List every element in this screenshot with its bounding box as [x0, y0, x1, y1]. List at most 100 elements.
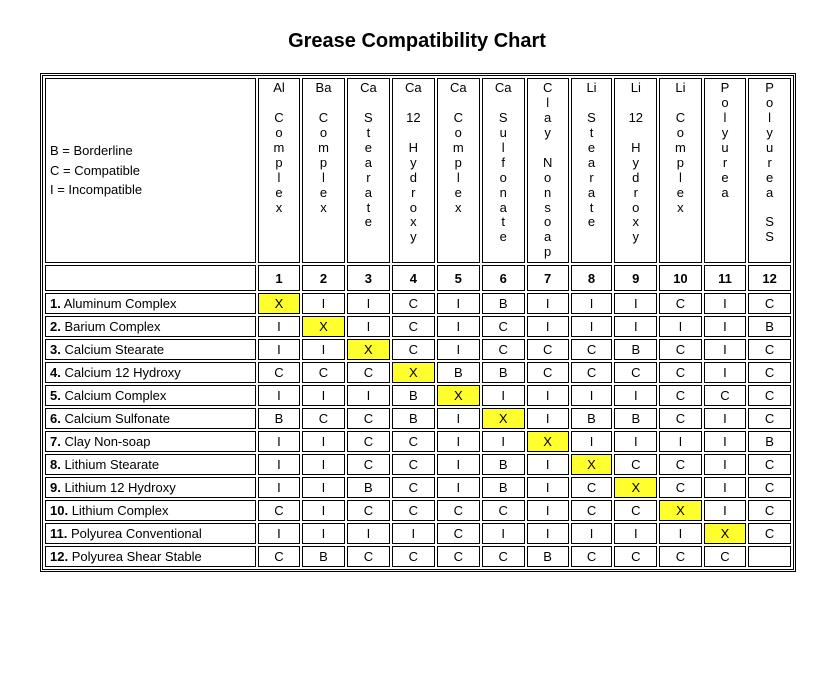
column-header: Li 12 H y d r o x y [614, 78, 657, 263]
table-row: 3. Calcium StearateIIXCICCCBCIC [45, 339, 791, 360]
compat-cell: C [302, 408, 345, 429]
compat-cell: I [527, 293, 569, 314]
compat-cell: I [258, 431, 300, 452]
table-row: 5. Calcium ComplexIIIBXIIIICCC [45, 385, 791, 406]
compat-cell: I [571, 293, 613, 314]
column-header: Ba C o m p l e x [302, 78, 345, 263]
column-header-label: Ca C o m p l e x [442, 81, 475, 215]
compat-cell: I [704, 431, 747, 452]
compat-cell: I [258, 477, 300, 498]
column-header-label: Li 12 H y d r o x y [619, 81, 652, 245]
compat-cell: B [482, 362, 525, 383]
compat-cell: I [614, 316, 657, 337]
table-row: 11. Polyurea ConventionalIIIICIIIIIXC [45, 523, 791, 544]
compat-cell: I [482, 431, 525, 452]
row-label: 3. Calcium Stearate [45, 339, 256, 360]
compat-cell [748, 546, 791, 567]
compat-cell: I [347, 316, 390, 337]
compat-cell: C [748, 362, 791, 383]
compat-cell: I [302, 431, 345, 452]
compat-cell: B [614, 408, 657, 429]
compat-cell: C [748, 477, 791, 498]
column-number: 1 [258, 265, 300, 291]
compat-cell: I [437, 316, 480, 337]
compat-cell: C [347, 546, 390, 567]
row-label: 8. Lithium Stearate [45, 454, 256, 475]
compat-cell: C [392, 431, 435, 452]
column-header: Ca 12 H y d r o x y [392, 78, 435, 263]
row-label: 6. Calcium Sulfonate [45, 408, 256, 429]
column-number: 10 [659, 265, 702, 291]
column-header: P o l y u r e a S S [748, 78, 791, 263]
compat-cell: C [704, 546, 747, 567]
compat-cell: C [347, 454, 390, 475]
compat-cell: C [482, 316, 525, 337]
compat-cell: C [392, 546, 435, 567]
compat-cell: X [527, 431, 569, 452]
compat-cell: I [302, 339, 345, 360]
table-row: 7. Clay Non-soapIICCIIXIIIIB [45, 431, 791, 452]
compat-cell: C [748, 339, 791, 360]
compat-cell: C [614, 500, 657, 521]
compat-cell: B [302, 546, 345, 567]
compat-cell: X [659, 500, 702, 521]
compat-cell: C [614, 454, 657, 475]
compat-cell: I [302, 293, 345, 314]
compat-cell: C [437, 546, 480, 567]
row-label: 7. Clay Non-soap [45, 431, 256, 452]
compat-cell: C [392, 500, 435, 521]
compat-cell: C [748, 500, 791, 521]
compat-cell: I [571, 431, 613, 452]
row-label: 12. Polyurea Shear Stable [45, 546, 256, 567]
column-header: P o l y u r e a [704, 78, 747, 263]
table-row: 4. Calcium 12 HydroxyCCCXBBCCCCIC [45, 362, 791, 383]
compat-cell: C [258, 546, 300, 567]
compat-cell: C [659, 385, 702, 406]
compat-cell: B [392, 385, 435, 406]
column-header-label: P o l y u r e a [709, 81, 742, 201]
compat-cell: I [571, 316, 613, 337]
compat-cell: I [527, 454, 569, 475]
compat-cell: B [748, 316, 791, 337]
compat-cell: B [392, 408, 435, 429]
column-header: Li C o m p l e x [659, 78, 702, 263]
compat-cell: I [482, 523, 525, 544]
row-label: 11. Polyurea Conventional [45, 523, 256, 544]
compat-cell: I [437, 408, 480, 429]
compat-cell: C [392, 293, 435, 314]
compat-cell: C [437, 523, 480, 544]
compat-cell: C [704, 385, 747, 406]
compat-cell: I [614, 293, 657, 314]
compat-cell: C [659, 454, 702, 475]
compat-cell: C [571, 477, 613, 498]
row-label: 1. Aluminum Complex [45, 293, 256, 314]
column-number: 12 [748, 265, 791, 291]
compat-cell: C [659, 362, 702, 383]
compat-cell: C [659, 339, 702, 360]
column-header-label: Li C o m p l e x [664, 81, 697, 215]
compat-cell: C [482, 546, 525, 567]
table-row: 1. Aluminum ComplexXIICIBIIICIC [45, 293, 791, 314]
compat-cell: I [704, 408, 747, 429]
compat-cell: C [571, 546, 613, 567]
compat-cell: B [258, 408, 300, 429]
compat-cell: X [571, 454, 613, 475]
compat-cell: I [527, 385, 569, 406]
compat-cell: X [392, 362, 435, 383]
compat-cell: X [482, 408, 525, 429]
compat-cell: C [571, 500, 613, 521]
column-header-label: Ca S u l f o n a t e [487, 81, 520, 245]
column-header-label: C l a y N o n s o a p [532, 81, 564, 260]
compat-cell: I [258, 385, 300, 406]
table-row: 6. Calcium SulfonateBCCBIXIBBCIC [45, 408, 791, 429]
compat-cell: I [437, 293, 480, 314]
compat-cell: I [482, 385, 525, 406]
compat-cell: I [437, 454, 480, 475]
compat-cell: I [704, 362, 747, 383]
blank-corner [45, 265, 256, 291]
compat-cell: B [527, 546, 569, 567]
compat-cell: B [437, 362, 480, 383]
compat-cell: I [347, 293, 390, 314]
column-header-label: Li S t e a r a t e [576, 81, 608, 230]
compat-cell: X [704, 523, 747, 544]
